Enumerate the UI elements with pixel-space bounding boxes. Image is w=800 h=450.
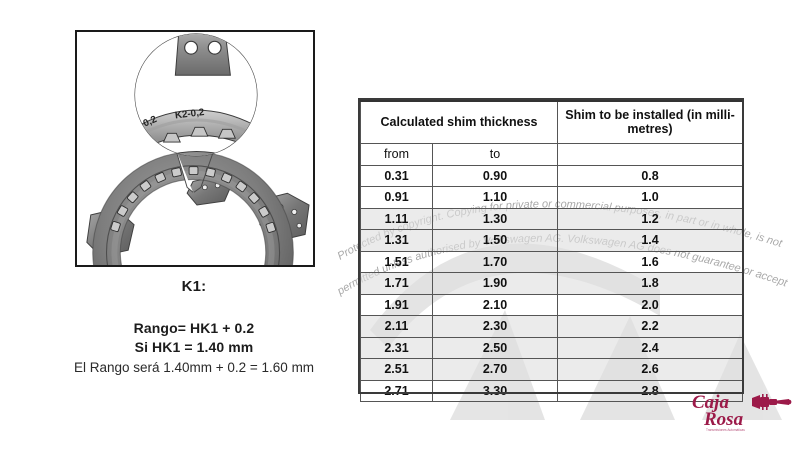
cell-shim: 0.8 <box>557 164 744 187</box>
cell-to: 2.70 <box>431 358 559 381</box>
table-row: 1.51 1.70 1.6 <box>360 250 744 273</box>
table-row: 1.71 1.90 1.8 <box>360 272 744 295</box>
callout-label-k2: K2-0,2 <box>174 107 205 122</box>
cell-shim: 2.6 <box>557 358 744 381</box>
cell-to: 2.50 <box>431 336 559 359</box>
logo-word-caja: Caja <box>692 392 729 413</box>
cell-shim: 2.0 <box>557 293 744 316</box>
table-row: 1.11 1.30 1.2 <box>360 207 744 230</box>
table-row: 2.31 2.50 2.4 <box>360 336 744 359</box>
caja-rosa-logo: Caja Rosa Transmisiones Automáticas <box>690 386 794 438</box>
cell-from: 2.31 <box>360 336 433 359</box>
cell-from: 0.31 <box>360 164 433 187</box>
cell-to: 0.90 <box>431 164 559 187</box>
cell-shim: 1.6 <box>557 250 744 273</box>
table-row: 0.91 1.10 1.0 <box>360 186 744 209</box>
cell-shim: 1.0 <box>557 186 744 209</box>
cell-to: 3.30 <box>431 379 559 402</box>
header-shim-to-be-installed: Shim to be installed (in milli-metres) <box>557 100 744 144</box>
cell-shim: 2.2 <box>557 315 744 338</box>
cell-from: 2.11 <box>360 315 433 338</box>
cell-shim: 1.8 <box>557 272 744 295</box>
cell-shim: 2.4 <box>557 336 744 359</box>
cell-shim: 2.8 <box>557 379 744 402</box>
cell-shim: 1.4 <box>557 229 744 252</box>
table-row: 1.91 2.10 2.0 <box>360 293 744 316</box>
magnified-detail-view: K1+0,2 K2-0,2 <box>134 33 258 157</box>
header-calculated-shim-thickness: Calculated shim thickness <box>359 100 559 144</box>
caption-formula: Rango= HK1 + 0.2 <box>133 320 255 336</box>
cell-to: 2.10 <box>431 293 559 316</box>
table-row: 2.11 2.30 2.2 <box>360 315 744 338</box>
gearbox-illustration: K1+0,2 K2-0,2 <box>77 32 313 265</box>
gearbox-illustration-panel: K1+0,2 K2-0,2 <box>75 30 315 267</box>
cell-to: 1.50 <box>431 229 559 252</box>
table-row: 2.71 3.30 2.8 <box>360 379 744 402</box>
table-row: 0.31 0.90 0.8 <box>360 164 744 187</box>
caption-result: El Rango será 1.40mm + 0.2 = 1.60 mm <box>73 360 315 375</box>
cell-from: 0.91 <box>360 186 433 209</box>
shim-thickness-table: Calculated shim thickness Shim to be ins… <box>359 100 744 402</box>
table-sub-header-row: from to <box>360 142 744 166</box>
cell-to: 1.90 <box>431 272 559 295</box>
logo-tagline: Transmisiones Automáticas <box>706 428 745 432</box>
logo-word-rosa: Rosa <box>703 409 744 430</box>
cell-shim: 1.2 <box>557 207 744 230</box>
cell-to: 2.30 <box>431 315 559 338</box>
caption-title: K1: <box>181 278 207 295</box>
cell-from: 1.91 <box>360 293 433 316</box>
cell-to: 1.10 <box>431 186 559 209</box>
cell-from: 2.71 <box>360 379 433 402</box>
cell-to: 1.70 <box>431 250 559 273</box>
table-row: 2.51 2.70 2.6 <box>360 358 744 381</box>
gearbox-icon <box>752 394 792 410</box>
caption-given: Si HK1 = 1.40 mm <box>134 339 254 355</box>
subheader-from: from <box>360 142 433 166</box>
cell-from: 1.71 <box>360 272 433 295</box>
subheader-to: to <box>431 142 559 166</box>
cell-from: 1.31 <box>360 229 433 252</box>
cell-to: 1.30 <box>431 207 559 230</box>
cell-from: 2.51 <box>360 358 433 381</box>
table-body: 0.31 0.90 0.8 0.91 1.10 1.0 1.11 1.30 1.2 1.31 1.5… <box>360 164 744 402</box>
table-row: 1.31 1.50 1.4 <box>360 229 744 252</box>
cell-from: 1.51 <box>360 250 433 273</box>
subheader-shim <box>557 142 744 166</box>
cell-from: 1.11 <box>360 207 433 230</box>
table-group-header-row: Calculated shim thickness Shim to be ins… <box>359 100 744 144</box>
caption-block: K1: Rango= HK1 + 0.2 Si HK1 = 1.40 mm El… <box>60 278 328 375</box>
